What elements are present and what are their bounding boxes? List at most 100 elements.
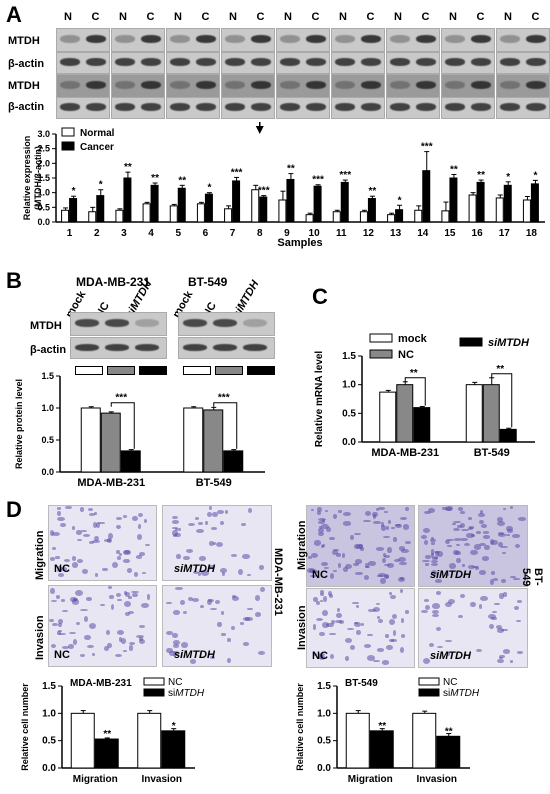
x-tick-label: MDA-MB-231 — [77, 477, 145, 489]
blot-band — [60, 103, 80, 111]
blot-strip — [221, 52, 275, 74]
stained-cell — [449, 562, 456, 569]
blot-band — [225, 81, 245, 89]
blot-label-actin-b: β-actin — [30, 344, 67, 356]
bar — [100, 412, 121, 473]
bar — [150, 184, 159, 223]
stained-cell — [209, 541, 214, 547]
chart-b: 0.0 0.5 1.0 1.5 MDA-MB-231 *** BT-549 *** Relati… — [14, 371, 265, 489]
stained-cell — [86, 597, 92, 601]
stained-cell — [481, 555, 489, 561]
legend-label-normal: Normal — [80, 128, 115, 139]
stained-cell — [254, 594, 260, 601]
lane-header-c: C — [366, 11, 375, 23]
stained-cell — [394, 524, 402, 529]
legend-label-nc: NC — [443, 677, 457, 688]
x-tick-label: 12 — [363, 228, 375, 239]
blot-label-mtdh-2: MTDH — [8, 80, 40, 92]
lane-header-c: C — [421, 11, 430, 23]
blot-band — [75, 344, 99, 351]
stained-cell — [108, 532, 113, 539]
stained-cell — [126, 568, 133, 573]
lane-header-n: N — [449, 11, 457, 23]
y-axis-label: Relative protein level — [14, 379, 24, 469]
stained-cell — [502, 592, 508, 598]
significance-label: ** — [178, 175, 186, 186]
stained-cell — [353, 621, 361, 627]
stained-cell — [238, 568, 244, 575]
blot-strip — [111, 52, 165, 74]
stained-cell — [430, 538, 436, 543]
stained-cell — [336, 608, 340, 613]
stained-cell — [226, 657, 232, 664]
stained-cell — [318, 531, 325, 537]
stained-cell — [467, 526, 474, 530]
stained-cell — [81, 530, 87, 533]
stained-cell — [400, 617, 404, 623]
bar — [177, 187, 186, 223]
blot-band — [60, 35, 80, 43]
blot-band — [416, 58, 436, 66]
stained-cell — [317, 652, 325, 656]
stained-cell — [129, 641, 135, 645]
chart-title: MDA-MB-231 — [70, 678, 132, 689]
stained-cell — [55, 595, 60, 600]
stained-cell — [137, 523, 142, 530]
stained-cell — [423, 510, 432, 515]
stained-cell — [136, 534, 142, 541]
blot-band — [170, 103, 190, 111]
stained-cell — [88, 623, 97, 629]
blot-label-actin-1: β-actin — [8, 58, 45, 70]
stained-cell — [93, 535, 99, 542]
stained-cell — [323, 567, 330, 570]
stained-cell — [177, 528, 182, 531]
stained-cell — [116, 630, 125, 635]
legend-swatch-nc — [418, 677, 440, 686]
bar — [359, 211, 368, 223]
stained-cell — [506, 533, 510, 537]
stained-cell — [423, 540, 428, 546]
stained-cell — [393, 537, 397, 542]
stained-cell — [124, 611, 131, 617]
stained-cell — [175, 532, 182, 537]
stained-cell — [49, 530, 55, 537]
bar — [203, 409, 224, 473]
blot-band — [86, 103, 106, 111]
blot-strip — [441, 97, 495, 119]
stained-cell — [326, 526, 331, 533]
side-label-bt549: BT-549 — [520, 568, 544, 587]
stained-cell — [88, 513, 96, 516]
stained-cell — [399, 576, 404, 580]
x-axis-label: Samples — [277, 237, 322, 249]
legend-swatch-nc — [369, 349, 393, 359]
blot-band — [390, 81, 410, 89]
stained-cell — [100, 603, 106, 607]
bar — [137, 712, 162, 769]
blot-band — [225, 35, 245, 43]
stained-cell — [138, 552, 146, 557]
blot-band — [445, 103, 465, 111]
y-tick-label: 0.5 — [41, 435, 54, 445]
stained-cell — [444, 573, 450, 577]
stained-cell — [321, 519, 326, 522]
stained-cell — [384, 510, 389, 514]
stained-cell — [513, 606, 519, 611]
stained-cell — [480, 509, 484, 514]
blot-strip — [276, 52, 330, 74]
stained-cell — [185, 548, 193, 553]
significance-label: *** — [421, 142, 433, 153]
x-tick-label: 17 — [499, 228, 511, 239]
blot-band — [445, 35, 465, 43]
bar — [530, 183, 539, 223]
stained-cell — [405, 609, 409, 615]
blot-strip — [331, 97, 385, 119]
stained-cell — [93, 521, 97, 528]
row-label-migration-right: Migration — [296, 520, 308, 571]
legend-swatch — [247, 366, 275, 375]
significance-label: ** — [103, 729, 111, 740]
stained-cell — [378, 618, 383, 623]
stained-cell — [122, 650, 127, 653]
lane-header-c: C — [91, 11, 100, 23]
stained-cell — [514, 543, 521, 548]
stained-cell — [389, 592, 393, 595]
